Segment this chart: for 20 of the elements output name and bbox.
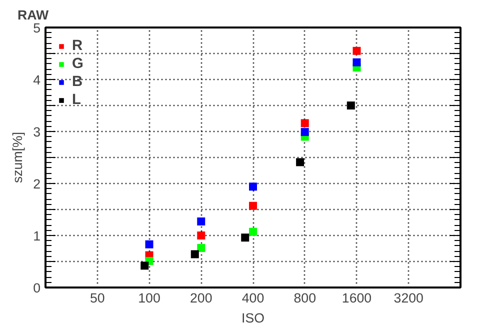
x-tick-label: 400 [242, 290, 264, 306]
x-tick-label: 1600 [342, 290, 372, 306]
y-tick-label: 5 [33, 20, 41, 36]
x-tick-label: 50 [90, 290, 105, 306]
legend-label: B [72, 73, 84, 91]
x-tick-label: 800 [294, 290, 316, 306]
y-tick-label: 0 [33, 280, 41, 296]
x-axis-title: ISO [242, 310, 264, 326]
legend-label: L [72, 91, 82, 109]
y-axis-title: szum[%] [10, 132, 26, 184]
chart-title: RAW [18, 8, 50, 22]
y-tick-label: 1 [33, 228, 41, 244]
y-tick-label: 3 [33, 124, 41, 140]
x-tick-label: 100 [138, 290, 160, 306]
legend-label: R [72, 37, 84, 55]
legend-label: G [72, 55, 84, 73]
y-tick-label: 4 [33, 72, 42, 88]
x-tick-label: 200 [190, 290, 212, 306]
x-tick-label: 3200 [394, 290, 424, 306]
y-tick-label: 2 [33, 176, 41, 192]
